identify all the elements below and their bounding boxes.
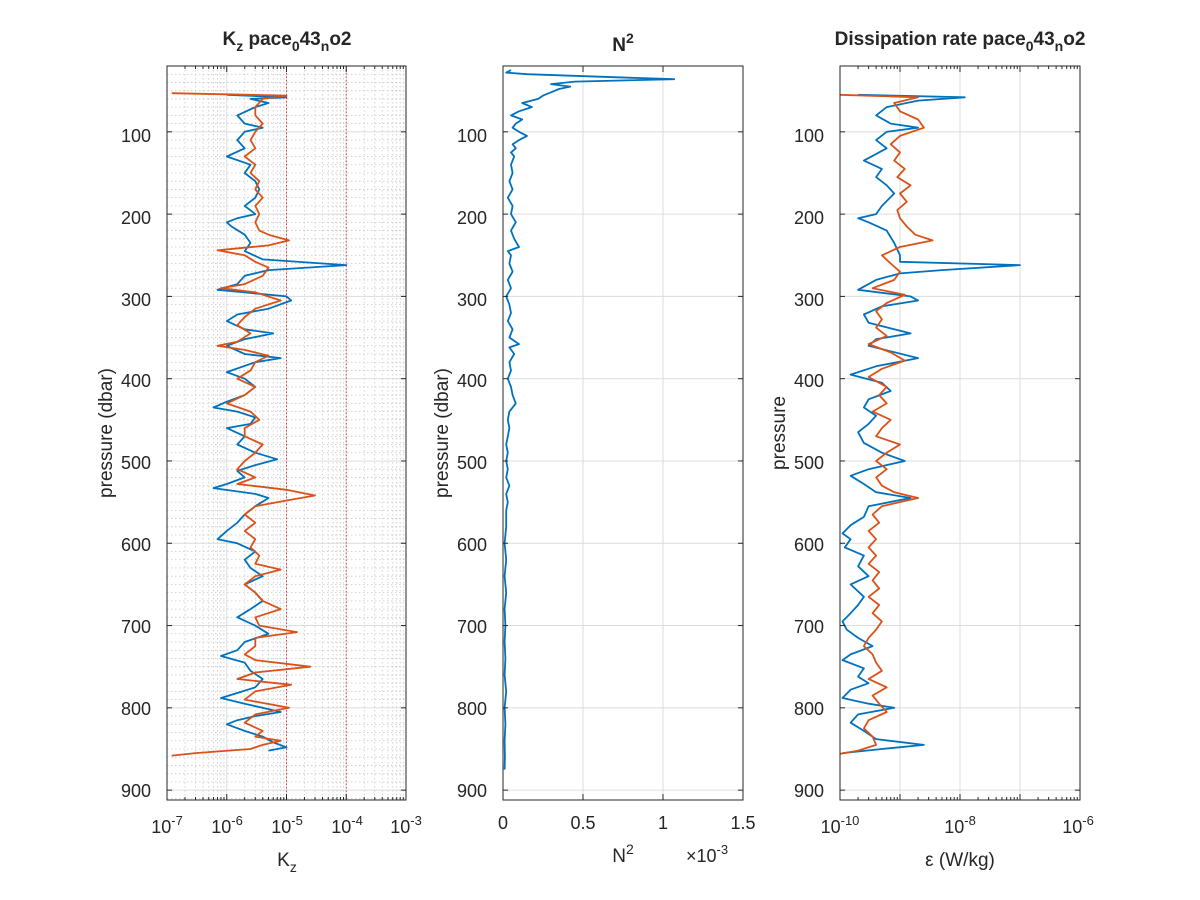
- y-tick-label: 900: [457, 781, 487, 801]
- y-tick-label: 100: [121, 126, 151, 146]
- panel-n2: 100 200 300 400 500 600 700 800 900 0 0.…: [432, 30, 756, 867]
- series-line-1: [212, 93, 348, 752]
- grid-lines: [503, 66, 743, 800]
- chart-title: Dissipation rate pace043no2: [835, 29, 1086, 54]
- y-tick-label: 700: [121, 617, 151, 637]
- x-tick-label: 10-6: [211, 813, 243, 837]
- y-axis-label: pressure (dbar): [96, 368, 117, 498]
- series-line-2: [839, 93, 934, 755]
- y-tick-label: 400: [794, 371, 824, 391]
- x-tick-label: 10-7: [151, 813, 183, 837]
- x-tick-labels: 0 0.5 1 1.5: [498, 813, 756, 833]
- tick-marks: [839, 66, 1081, 800]
- x-tick-label: 10-5: [271, 813, 303, 837]
- x-axis-multiplier: ×10-3: [686, 842, 728, 866]
- y-tick-label: 800: [121, 699, 151, 719]
- x-tick-label: 10-3: [390, 813, 422, 837]
- y-tick-label: 700: [794, 617, 824, 637]
- y-tick-label: 500: [457, 453, 487, 473]
- series-line-1: [841, 93, 1021, 754]
- y-tick-label: 700: [457, 617, 487, 637]
- y-tick-label: 600: [457, 535, 487, 555]
- x-tick-label: 10-4: [331, 813, 363, 837]
- y-tick-label: 900: [121, 781, 151, 801]
- x-axis-label: N2: [612, 841, 634, 867]
- x-tick-labels: 10-10 10-8 10-6: [821, 813, 1094, 837]
- y-tick-labels: 100 200 300 400 500 600 700 800 900: [794, 126, 824, 801]
- y-axis-label: pressure (dbar): [432, 368, 453, 498]
- y-tick-label: 200: [794, 208, 824, 228]
- y-tick-label: 300: [121, 290, 151, 310]
- y-tick-label: 500: [121, 453, 151, 473]
- y-tick-labels: 100 200 300 400 500 600 700 800 900: [457, 126, 487, 801]
- y-tick-label: 600: [794, 535, 824, 555]
- y-tick-label: 500: [794, 453, 824, 473]
- x-tick-label: 10-6: [1062, 813, 1094, 837]
- x-tick-label: 10-10: [821, 813, 860, 837]
- y-tick-label: 800: [457, 699, 487, 719]
- x-axis-label: Kz: [277, 850, 297, 875]
- x-tick-label: 10-8: [944, 813, 976, 837]
- y-axis-label: pressure: [769, 396, 790, 470]
- y-tick-labels: 100 200 300 400 500 600 700 800 900: [121, 126, 151, 801]
- y-tick-label: 300: [794, 290, 824, 310]
- x-axis-label: ε (W/kg): [925, 850, 995, 871]
- series-group: [839, 93, 1021, 755]
- axes-frame: [502, 65, 744, 801]
- plot-area: [502, 65, 744, 801]
- series-line-2: [171, 92, 316, 757]
- grid-lines: [167, 66, 406, 800]
- x-tick-label: 1.5: [730, 813, 755, 833]
- panel-dissipation: 100 200 300 400 500 600 700 800 900 10-1…: [769, 29, 1094, 871]
- y-tick-label: 200: [457, 208, 487, 228]
- x-tick-label: 0.5: [570, 813, 595, 833]
- chart-title: Kz pace043no2: [222, 29, 351, 54]
- y-tick-label: 600: [121, 535, 151, 555]
- y-tick-label: 300: [457, 290, 487, 310]
- y-tick-label: 400: [457, 371, 487, 391]
- y-tick-label: 200: [121, 208, 151, 228]
- x-tick-label: 0: [498, 813, 508, 833]
- panel-kz: 100 200 300 400 500 600 700 800 900 10-7…: [96, 29, 422, 875]
- tick-marks: [502, 66, 744, 800]
- y-tick-label: 100: [457, 126, 487, 146]
- y-tick-label: 800: [794, 699, 824, 719]
- series-group: [171, 92, 348, 757]
- y-tick-label: 900: [794, 781, 824, 801]
- y-tick-label: 100: [794, 126, 824, 146]
- y-tick-label: 400: [121, 371, 151, 391]
- x-tick-labels: 10-7 10-6 10-5 10-4 10-3: [151, 813, 422, 837]
- tick-marks: [166, 66, 407, 800]
- chart-title: N2: [612, 30, 634, 56]
- x-tick-label: 1: [658, 813, 668, 833]
